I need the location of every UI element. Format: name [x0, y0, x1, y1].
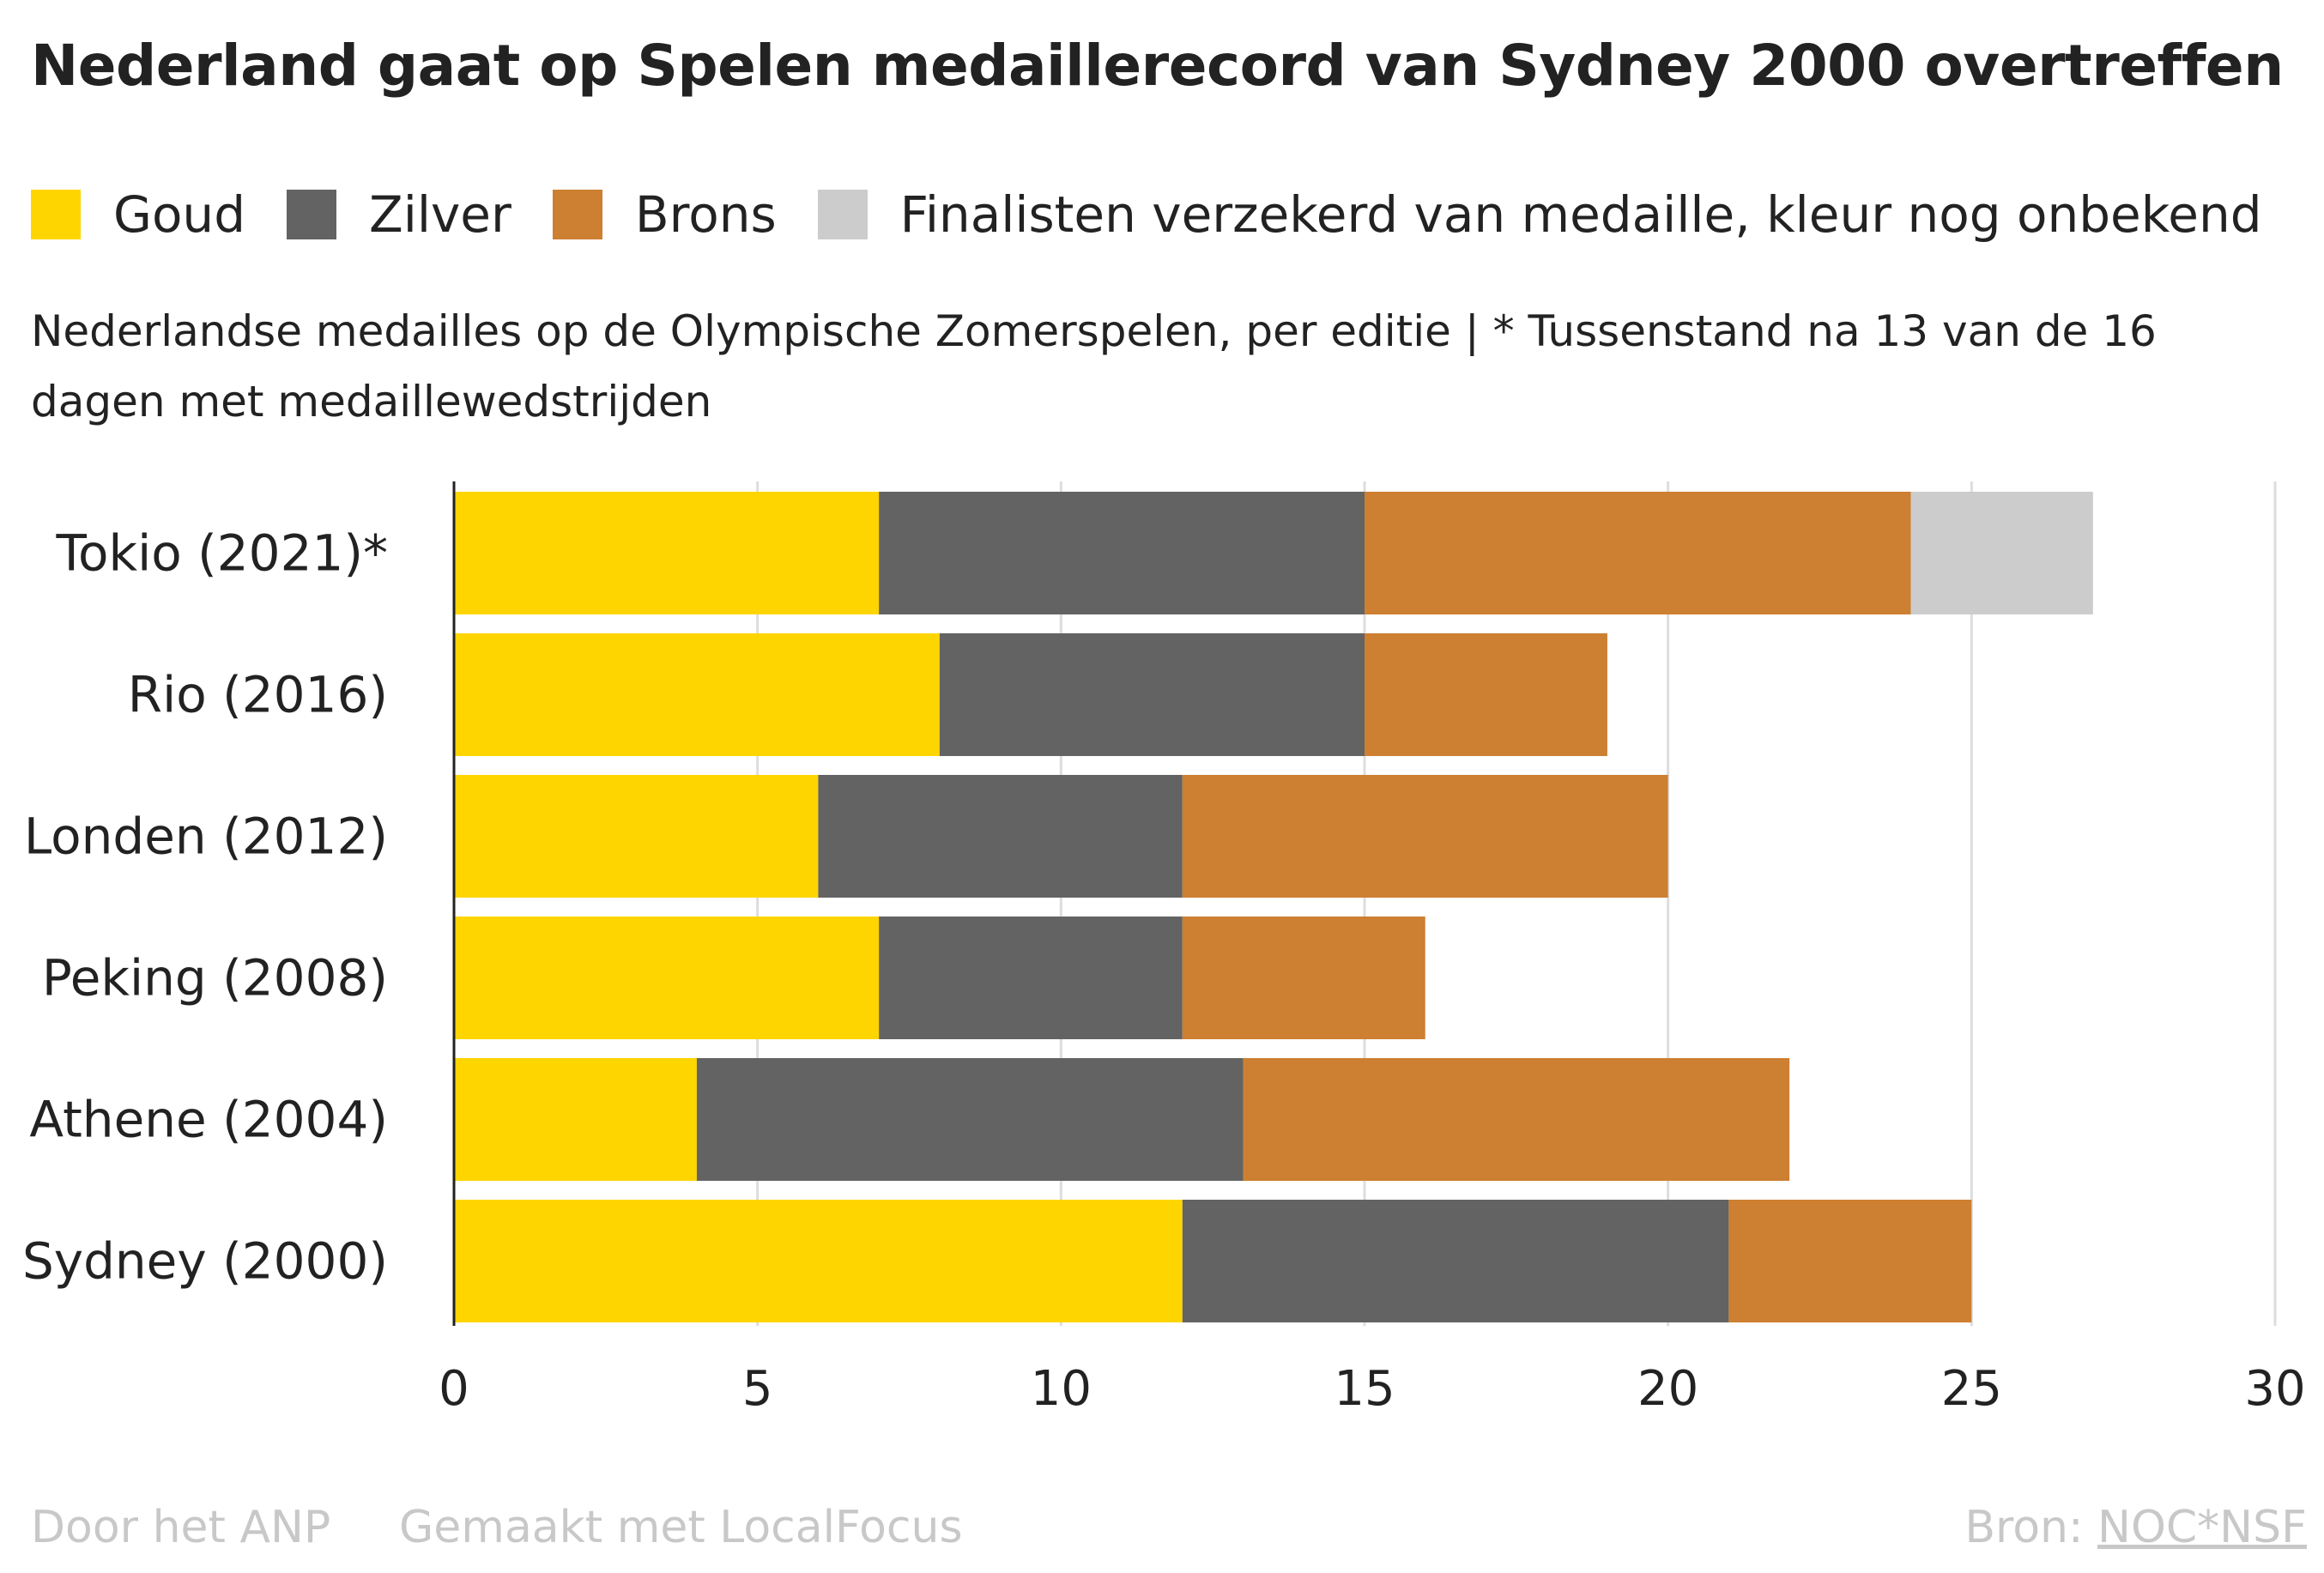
category-label: Sydney (2000)	[22, 1232, 388, 1291]
bar-segment	[454, 1200, 1183, 1322]
x-tick-label: 20	[1637, 1361, 1698, 1417]
legend-item-brons: Brons	[552, 185, 777, 244]
bar-segment	[1365, 492, 1911, 614]
legend-item-finalisten: Finalisten verzekerd van medaille, kleur…	[817, 185, 2262, 244]
bar-segment	[1182, 775, 1668, 898]
bar-segment	[454, 1058, 697, 1181]
chart-title: Nederland gaat op Spelen medaillerecord …	[31, 33, 2284, 99]
legend-label: Zilver	[369, 185, 511, 244]
category-label: Athene (2004)	[29, 1091, 388, 1149]
footer-made-with[interactable]: Gemaakt met LocalFocus	[399, 1502, 963, 1553]
legend-label: Goud	[113, 185, 246, 244]
bar-segment	[454, 633, 940, 756]
bar-segment	[818, 775, 1183, 898]
category-label: Peking (2008)	[42, 949, 388, 1007]
x-tick-label: 5	[742, 1361, 773, 1417]
bar-segment	[939, 633, 1365, 756]
x-tick-label: 10	[1031, 1361, 1092, 1417]
legend: Goud Zilver Brons Finalisten verzekerd v…	[31, 185, 2303, 244]
bar-segment	[879, 492, 1365, 614]
category-label: Rio (2016)	[128, 666, 388, 724]
legend-label: Finalisten verzekerd van medaille, kleur…	[899, 185, 2262, 244]
bar-segment	[1182, 917, 1425, 1039]
bar-segment	[1182, 1200, 1729, 1322]
legend-swatch	[287, 190, 337, 239]
x-tick-label: 0	[439, 1361, 469, 1417]
x-tick-label: 25	[1941, 1361, 2002, 1417]
bar-segment	[1910, 492, 2093, 614]
bar-segment	[696, 1058, 1244, 1181]
bar-segment	[1365, 633, 1607, 756]
bar-segment	[454, 492, 880, 614]
legend-swatch	[817, 190, 868, 239]
bar-segment	[454, 917, 880, 1039]
x-tick-label: 30	[2244, 1361, 2305, 1417]
x-tick-label: 15	[1334, 1361, 1395, 1417]
category-label: Tokio (2021)*	[55, 524, 388, 583]
legend-label: Brons	[634, 185, 777, 244]
legend-item-zilver: Zilver	[287, 185, 511, 244]
bar-segment	[1243, 1058, 1790, 1181]
chart-subtitle: Nederlandse medailles op de Olympische Z…	[31, 306, 2157, 427]
bar-segment	[454, 775, 819, 898]
source-label: Bron:	[1964, 1502, 2084, 1553]
footer-author: Door het ANP	[31, 1502, 331, 1553]
legend-item-goud: Goud	[31, 185, 245, 244]
source-link[interactable]: NOC*NSF	[2097, 1502, 2307, 1553]
legend-swatch	[552, 190, 602, 239]
legend-swatch	[31, 190, 81, 239]
bar-segment	[879, 917, 1183, 1039]
category-label: Londen (2012)	[24, 808, 388, 866]
bar-segment	[1728, 1200, 1972, 1322]
footer-source: Bron: NOC*NSF	[1964, 1502, 2307, 1553]
